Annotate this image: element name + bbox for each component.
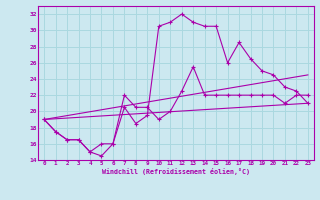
X-axis label: Windchill (Refroidissement éolien,°C): Windchill (Refroidissement éolien,°C): [102, 168, 250, 175]
